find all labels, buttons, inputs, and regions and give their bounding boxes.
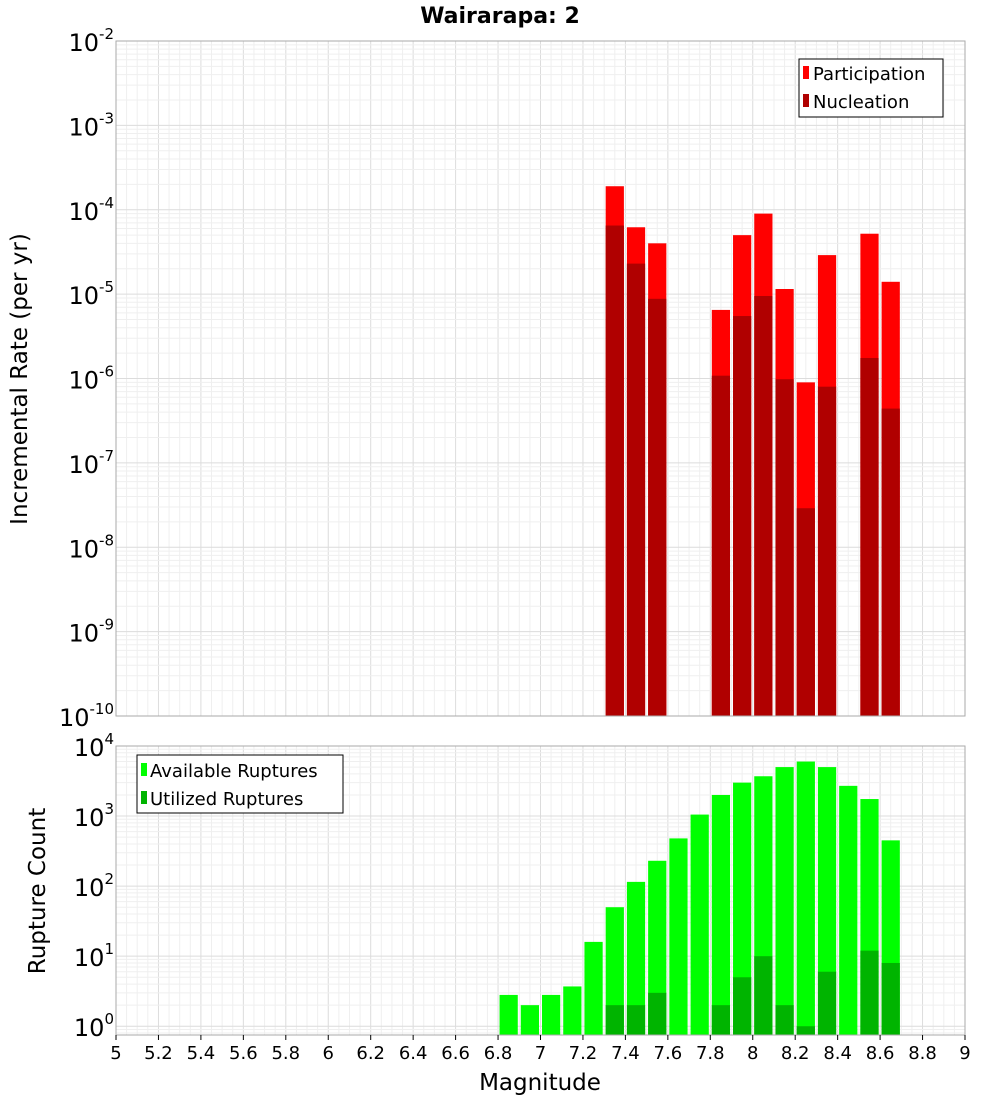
bar-nucleation bbox=[626, 263, 646, 716]
y-tick-label: 101 bbox=[74, 940, 114, 972]
bar-nucleation bbox=[775, 379, 794, 716]
x-tick-label: 6.6 bbox=[441, 1043, 470, 1064]
top-plot: 10-10 10-9 10-8 10-7 10-6 10-5 10-4 10-3 10-2 In… bbox=[7, 25, 966, 732]
chart-title: Wairarapa: 2 bbox=[420, 4, 580, 29]
bar-utilized-ruptures bbox=[817, 971, 837, 1035]
bar-utilized-ruptures bbox=[860, 950, 879, 1035]
bar-nucleation bbox=[605, 225, 624, 716]
y-tick-label: 103 bbox=[74, 800, 114, 832]
top-y-axis-label: Incremental Rate (per yr) bbox=[7, 233, 33, 525]
x-tick-label: 5.8 bbox=[271, 1043, 300, 1064]
y-tick-label: 10-2 bbox=[68, 25, 114, 57]
bar-nucleation bbox=[711, 375, 731, 716]
bar-available-ruptures bbox=[626, 881, 646, 1035]
bar-available-ruptures bbox=[520, 1005, 539, 1035]
bar-available-ruptures bbox=[711, 794, 731, 1035]
x-tick-label: 8.6 bbox=[866, 1043, 895, 1064]
bar-utilized-ruptures bbox=[733, 977, 752, 1035]
bottom-y-ticks: 100 101 102 103 104 bbox=[74, 730, 114, 1042]
x-tick-label: 6.2 bbox=[356, 1043, 385, 1064]
bar-nucleation bbox=[860, 357, 879, 716]
top-gridlines bbox=[115, 40, 966, 717]
x-tick-label: 5.2 bbox=[144, 1043, 173, 1064]
top-plot-frame bbox=[115, 40, 966, 717]
top-y-ticks: 10-10 10-9 10-8 10-7 10-6 10-5 10-4 10-3 10-2 bbox=[59, 25, 114, 732]
y-tick-label: 10-3 bbox=[68, 109, 114, 141]
x-axis-label: Magnitude bbox=[479, 1070, 601, 1096]
x-tick-label: 7.2 bbox=[569, 1043, 598, 1064]
bar-available-ruptures bbox=[648, 860, 667, 1035]
bar-utilized-ruptures bbox=[796, 1026, 815, 1035]
bar-nucleation bbox=[754, 296, 773, 716]
y-tick-label: 10-8 bbox=[68, 531, 114, 563]
bar-utilized-ruptures bbox=[626, 1005, 646, 1035]
y-tick-label: 104 bbox=[74, 730, 114, 762]
bottom-legend: Available Ruptures Utilized Ruptures bbox=[136, 754, 344, 814]
bar-available-ruptures bbox=[563, 986, 582, 1035]
x-tick-label: 8.8 bbox=[908, 1043, 937, 1064]
x-tick-label: 5.4 bbox=[187, 1043, 216, 1064]
y-tick-label: 10-5 bbox=[68, 278, 114, 310]
legend-swatch-nucleation bbox=[803, 94, 809, 107]
x-tick-label: 7.6 bbox=[654, 1043, 683, 1064]
x-tick-label: 8 bbox=[747, 1043, 758, 1064]
y-tick-label: 10-7 bbox=[68, 447, 114, 479]
bar-utilized-ruptures bbox=[754, 956, 773, 1035]
x-tick-label: 8.2 bbox=[781, 1043, 810, 1064]
bar-utilized-ruptures bbox=[605, 1005, 624, 1035]
bar-utilized-ruptures bbox=[711, 1005, 731, 1035]
x-tick-label: 6.4 bbox=[399, 1043, 428, 1064]
bar-utilized-ruptures bbox=[775, 1005, 794, 1035]
y-tick-label: 10-10 bbox=[59, 700, 114, 732]
bar-available-ruptures bbox=[733, 782, 752, 1035]
bar-available-ruptures bbox=[542, 994, 561, 1035]
y-tick-label: 10-9 bbox=[68, 616, 114, 648]
x-tick-label: 5.6 bbox=[229, 1043, 258, 1064]
y-tick-label: 10-4 bbox=[68, 194, 114, 226]
bottom-y-axis-label: Rupture Count bbox=[25, 808, 51, 974]
x-tick-label: 6.8 bbox=[484, 1043, 513, 1064]
bar-available-ruptures bbox=[584, 941, 603, 1035]
bottom-bars bbox=[499, 761, 900, 1035]
x-tick-label: 7 bbox=[535, 1043, 546, 1064]
legend-label-utilized: Utilized Ruptures bbox=[150, 789, 303, 810]
bottom-plot: 100 101 102 103 104 5 5.2 5.4 5.6 5.8 6 6.2 6.4 6.6 6… bbox=[25, 730, 971, 1096]
legend-label-available: Available Ruptures bbox=[150, 761, 318, 782]
bar-available-ruptures bbox=[796, 761, 815, 1035]
legend-label-participation: Participation bbox=[813, 64, 925, 85]
bar-available-ruptures bbox=[690, 814, 709, 1035]
y-tick-label: 102 bbox=[74, 870, 114, 902]
bar-nucleation bbox=[648, 298, 667, 716]
bar-available-ruptures bbox=[499, 994, 518, 1035]
top-legend: Participation Nucleation bbox=[798, 58, 944, 118]
bar-available-ruptures bbox=[839, 785, 858, 1035]
bar-available-ruptures bbox=[669, 838, 688, 1035]
bottom-legend-box bbox=[136, 754, 344, 814]
x-tick-label: 7.8 bbox=[696, 1043, 725, 1064]
x-tick-label: 6 bbox=[323, 1043, 334, 1064]
x-tick-label: 7.4 bbox=[611, 1043, 640, 1064]
legend-swatch-available bbox=[141, 763, 147, 776]
bar-available-ruptures bbox=[775, 767, 794, 1035]
bar-nucleation bbox=[733, 316, 752, 716]
legend-swatch-utilized bbox=[141, 791, 147, 804]
bar-available-ruptures bbox=[817, 767, 837, 1035]
bar-utilized-ruptures bbox=[881, 962, 900, 1035]
y-tick-label: 10-6 bbox=[68, 363, 114, 395]
x-ticks: 5 5.2 5.4 5.6 5.8 6 6.2 6.4 6.6 6.8 7 7.2 7.4 7.6 7.8 8… bbox=[110, 1035, 971, 1064]
legend-swatch-participation bbox=[803, 66, 809, 79]
x-tick-label: 9 bbox=[959, 1043, 970, 1064]
x-tick-label: 8.4 bbox=[823, 1043, 852, 1064]
y-tick-label: 100 bbox=[74, 1010, 114, 1042]
bar-available-ruptures bbox=[605, 907, 624, 1035]
bar-nucleation bbox=[881, 408, 900, 716]
legend-label-nucleation: Nucleation bbox=[813, 92, 909, 113]
x-tick-label: 5 bbox=[110, 1043, 121, 1064]
bar-utilized-ruptures bbox=[648, 992, 667, 1035]
top-legend-box bbox=[798, 58, 944, 118]
bar-nucleation bbox=[796, 508, 815, 716]
top-bars bbox=[605, 186, 900, 717]
bar-nucleation bbox=[817, 386, 837, 716]
